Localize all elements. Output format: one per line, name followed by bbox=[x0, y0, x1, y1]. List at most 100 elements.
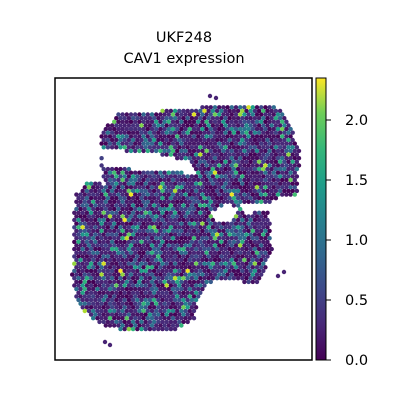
expression-spot bbox=[179, 185, 184, 190]
expression-spot bbox=[120, 214, 125, 219]
expression-spot bbox=[107, 206, 113, 212]
expression-spot bbox=[118, 254, 123, 259]
expression-spot bbox=[128, 206, 134, 212]
expression-spot bbox=[124, 250, 129, 255]
expression-spot bbox=[139, 123, 144, 128]
expression-spot bbox=[156, 261, 161, 266]
expression-spot bbox=[235, 276, 241, 281]
expression-spot bbox=[103, 286, 109, 292]
expression-spot bbox=[198, 239, 203, 245]
expression-spot bbox=[101, 174, 106, 179]
expression-spot bbox=[76, 297, 81, 303]
expression-spot bbox=[158, 185, 163, 190]
expression-spot bbox=[248, 166, 253, 172]
expression-spot bbox=[124, 272, 129, 277]
expression-spot bbox=[114, 254, 119, 259]
expression-spot bbox=[160, 174, 165, 179]
expression-spot bbox=[250, 279, 255, 285]
expression-spot bbox=[166, 185, 171, 190]
expression-spot bbox=[103, 228, 109, 234]
expression-spot bbox=[196, 228, 201, 234]
expression-spot bbox=[200, 126, 205, 132]
expression-spot bbox=[93, 283, 98, 288]
expression-spot bbox=[198, 276, 203, 281]
expression-spot bbox=[82, 265, 88, 270]
expression-spot bbox=[208, 243, 213, 248]
expression-spot bbox=[231, 130, 237, 135]
expression-spot bbox=[172, 181, 178, 186]
expression-spot bbox=[221, 199, 226, 204]
expression-spot bbox=[103, 221, 109, 226]
expression-spot bbox=[231, 174, 237, 179]
expression-spot bbox=[254, 148, 260, 154]
expression-spot bbox=[164, 261, 169, 266]
expression-spot bbox=[240, 225, 245, 230]
expression-spot bbox=[175, 156, 180, 161]
expression-spot bbox=[263, 126, 268, 132]
expression-spot bbox=[72, 239, 77, 245]
expression-spot bbox=[118, 217, 123, 223]
expression-spot bbox=[112, 177, 117, 183]
expression-spot bbox=[72, 254, 77, 259]
expression-spot bbox=[280, 119, 285, 125]
expression-spot bbox=[160, 232, 165, 237]
expression-spot bbox=[72, 210, 77, 215]
expression-spot bbox=[196, 163, 201, 168]
expression-spot bbox=[231, 159, 237, 164]
expression-spot bbox=[126, 188, 132, 194]
expression-spot bbox=[277, 123, 283, 128]
expression-spot bbox=[242, 192, 247, 197]
expression-spot bbox=[74, 236, 79, 241]
expression-spot bbox=[149, 228, 155, 234]
expression-spot bbox=[221, 177, 226, 183]
expression-spot bbox=[177, 217, 182, 223]
expression-spot bbox=[179, 265, 184, 270]
expression-spot bbox=[273, 145, 279, 150]
expression-spot bbox=[112, 141, 117, 146]
expression-spot bbox=[151, 246, 157, 252]
expression-spot bbox=[227, 130, 232, 135]
expression-spot bbox=[235, 225, 241, 230]
expression-spot bbox=[189, 159, 195, 164]
expression-spot bbox=[172, 210, 178, 215]
expression-spot bbox=[240, 196, 245, 201]
expression-spot bbox=[151, 174, 157, 179]
expression-spot bbox=[263, 221, 268, 226]
expression-spot bbox=[162, 294, 167, 299]
expression-spot bbox=[227, 145, 232, 150]
expression-spot bbox=[286, 145, 291, 150]
expression-spot bbox=[126, 319, 132, 325]
expression-spot bbox=[143, 217, 148, 223]
expression-spot bbox=[168, 108, 174, 114]
expression-spot bbox=[143, 188, 148, 194]
expression-spot bbox=[97, 210, 102, 215]
expression-spot bbox=[208, 206, 213, 212]
expression-spot bbox=[99, 286, 104, 292]
expression-spot bbox=[189, 246, 195, 252]
expression-spot bbox=[196, 286, 201, 292]
expression-spot bbox=[101, 188, 106, 194]
expression-spot bbox=[229, 272, 234, 277]
expression-spot bbox=[273, 174, 279, 179]
expression-spot bbox=[145, 272, 150, 277]
expression-spot bbox=[160, 188, 165, 194]
expression-spot bbox=[120, 316, 125, 321]
expression-spot bbox=[175, 221, 180, 226]
expression-spot bbox=[109, 297, 115, 303]
expression-spot bbox=[200, 141, 205, 146]
expression-spot bbox=[175, 199, 180, 204]
expression-spot bbox=[181, 312, 186, 317]
expression-spot bbox=[254, 199, 260, 204]
expression-spot bbox=[191, 221, 197, 226]
expression-spot bbox=[158, 177, 163, 183]
expression-spot bbox=[126, 137, 132, 143]
expression-spot bbox=[200, 199, 205, 204]
expression-spot bbox=[254, 177, 260, 183]
expression-spot bbox=[116, 214, 121, 219]
expression-spot bbox=[101, 268, 106, 274]
expression-spot bbox=[164, 276, 169, 281]
expression-spot bbox=[124, 236, 129, 241]
expression-spot bbox=[290, 137, 295, 143]
expression-spot bbox=[267, 134, 272, 139]
expression-spot bbox=[221, 134, 226, 139]
